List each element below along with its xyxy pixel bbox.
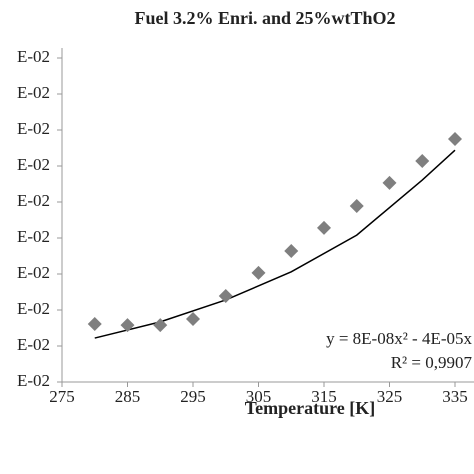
y-tick-label: E-02	[17, 47, 50, 66]
x-tick-label: 335	[442, 387, 468, 406]
point	[186, 312, 200, 326]
x-axis-label: Temperature [K]	[245, 398, 375, 418]
point	[382, 175, 397, 190]
point	[218, 288, 233, 303]
point	[251, 265, 266, 280]
y-tick-label: E-02	[17, 263, 50, 282]
trendline	[94, 149, 456, 339]
point	[415, 153, 430, 168]
point	[120, 318, 135, 333]
point	[87, 317, 102, 332]
x-tick-label: 305	[246, 387, 272, 406]
r-squared: R² = 0,9907	[391, 353, 473, 372]
x-tick-label: 315	[311, 387, 337, 406]
y-tick-label: E-02	[17, 227, 50, 246]
y-tick-label: E-02	[17, 83, 50, 102]
x-tick-label: 275	[49, 387, 75, 406]
point	[153, 318, 168, 333]
x-tick-label: 295	[180, 387, 206, 406]
point	[284, 243, 299, 258]
equation: y = 8E-08x² - 4E-05x	[326, 329, 472, 348]
x-tick-label: 325	[377, 387, 403, 406]
chart-title: Fuel 3.2% Enri. and 25%wtThO2	[134, 8, 395, 28]
y-tick-label: E-02	[17, 191, 50, 210]
y-tick-label: E-02	[17, 155, 50, 174]
y-tick-label: E-02	[17, 119, 50, 138]
x-tick-label: 285	[115, 387, 141, 406]
point	[317, 220, 331, 235]
y-tick-label: E-02	[17, 299, 50, 318]
point	[349, 198, 364, 213]
y-tick-label: E-02	[17, 335, 50, 354]
point	[448, 132, 462, 146]
y-tick-label: E-02	[17, 371, 50, 390]
